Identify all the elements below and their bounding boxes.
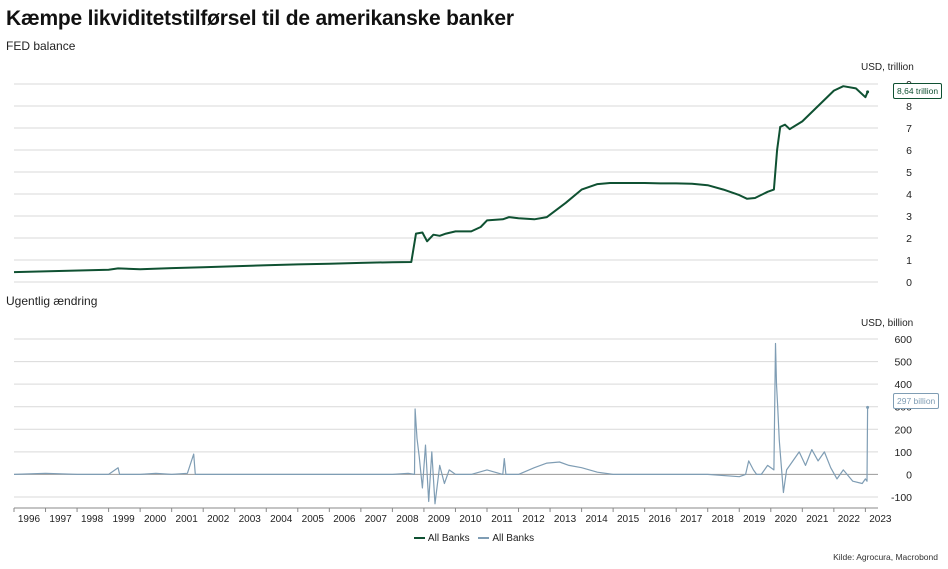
legend-label-top: All Banks	[427, 532, 470, 544]
x-tick-label: 2022	[838, 514, 861, 525]
bottom-value-callout: 297 billion	[893, 393, 940, 409]
y-tick-label: 1	[906, 255, 912, 267]
legend-swatch-top	[413, 537, 425, 539]
x-tick-label: 2006	[333, 514, 356, 525]
x-tick-label: 2000	[144, 514, 167, 525]
y-tick-label: 0	[906, 277, 912, 289]
y-tick-label: -100	[891, 492, 912, 504]
x-tick-label: 2014	[585, 514, 608, 525]
y-tick-label: 4	[906, 189, 912, 201]
bottom-subtitle: Ugentlig ændring	[6, 294, 98, 308]
chart-title: Kæmpe likviditetstilførsel til de amerik…	[6, 7, 514, 30]
x-tick-label: 1998	[81, 514, 104, 525]
legend-item-bottom: All Banks	[478, 533, 534, 544]
x-tick-label: 2011	[491, 514, 513, 525]
source-note: Kilde: Agrocura, Macrobond	[833, 552, 938, 562]
x-tick-label: 2008	[396, 514, 419, 525]
x-tick-label: 2010	[459, 514, 482, 525]
series-line	[13, 85, 869, 274]
x-tick-label: 2016	[649, 514, 672, 525]
x-tick-label: 2002	[207, 514, 230, 525]
x-tick-label: 2015	[617, 514, 640, 525]
legend-swatch-bottom	[478, 537, 490, 539]
x-tick-label: 2018	[712, 514, 735, 525]
y-tick-label: 400	[894, 379, 912, 391]
x-tick-label: 1999	[112, 514, 135, 525]
legend-item-top: All Banks	[413, 532, 470, 544]
x-tick-label: 2012	[522, 514, 545, 525]
x-tick-label: 2009	[428, 514, 451, 525]
x-tick-label: 1996	[18, 514, 41, 525]
y-tick-label: 7	[906, 123, 912, 135]
x-tick-label: 2013	[554, 514, 577, 525]
y-tick-label: 500	[894, 357, 912, 369]
x-tick-label: 2005	[302, 514, 325, 525]
top-value-callout: 8,64 trillion	[893, 83, 943, 99]
x-tick-label: 2017	[680, 514, 703, 525]
y-tick-label: 600	[894, 334, 912, 346]
y-tick-label: 3	[906, 211, 912, 223]
y-tick-label: 2	[906, 233, 912, 245]
x-tick-label: 2001	[176, 514, 199, 525]
top-subtitle: FED balance	[6, 39, 76, 53]
legend: All Banks All Banks	[0, 531, 948, 544]
y-tick-label: 5	[906, 167, 912, 179]
x-tick-label: 2007	[365, 514, 388, 525]
series-last-point	[866, 90, 870, 94]
x-tick-label: 2004	[270, 514, 293, 525]
y-tick-label: 6	[906, 145, 912, 157]
top-unit-label: USD, trillion	[861, 62, 914, 73]
y-tick-label: 0	[906, 469, 912, 481]
x-tick-label: 2020	[775, 514, 798, 525]
series-line	[13, 342, 869, 505]
y-tick-label: 100	[894, 447, 912, 459]
bottom-unit-label: USD, billion	[861, 318, 914, 329]
x-tick-label: 2023	[869, 514, 892, 525]
x-tick-label: 2019	[743, 514, 766, 525]
x-tick-label: 1997	[49, 514, 72, 525]
legend-label-bottom: All Banks	[492, 532, 535, 544]
series-last-point	[866, 405, 870, 409]
x-tick-label: 2003	[239, 514, 262, 525]
y-tick-label: 8	[906, 101, 912, 113]
y-tick-label: 200	[894, 424, 912, 436]
x-tick-label: 2021	[806, 514, 829, 525]
